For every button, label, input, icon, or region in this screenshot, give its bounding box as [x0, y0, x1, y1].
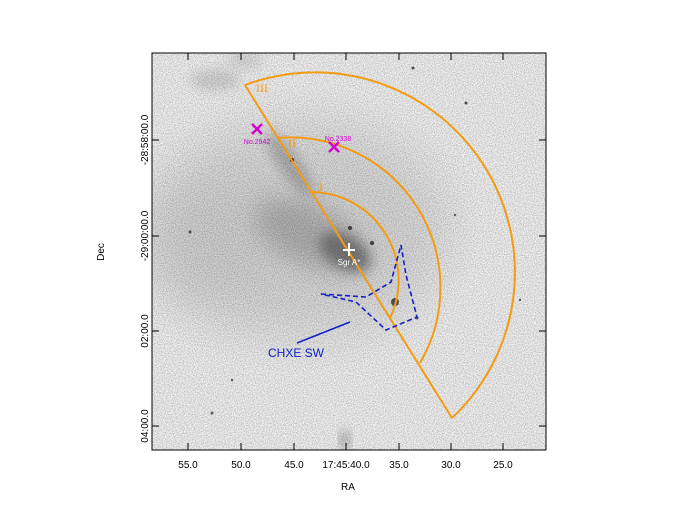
sgr-a-star-label: Sgr A* — [338, 258, 361, 267]
source-label-no2338: No.2338 — [325, 136, 352, 143]
region-label-I: I — [319, 180, 323, 194]
y-tick-label: 04:00.0 — [140, 409, 151, 443]
y-tick-label: -28:58:00.0 — [140, 114, 151, 165]
x-tick-label: 17:45:40.0 — [322, 460, 370, 471]
y-ticks — [152, 139, 546, 427]
y-axis-title: Dec — [96, 243, 107, 261]
source-label-no2942: No.2942 — [244, 139, 271, 146]
x-tick-label: 25.0 — [493, 460, 513, 471]
x-tick-label: 30.0 — [441, 460, 461, 471]
arc-region-II — [277, 136, 442, 364]
arc-region-III — [244, 71, 516, 419]
region-label-II: II — [288, 136, 296, 150]
chxe-label: CHXE SW — [268, 346, 325, 360]
region-label-III: III — [256, 81, 268, 95]
arc-region-I — [309, 190, 400, 319]
x-tick-label: 45.0 — [284, 460, 304, 471]
x-axis-title: RA — [341, 482, 355, 493]
source-marker-no2942 — [251, 123, 263, 135]
chxe-pointer-line — [296, 321, 351, 344]
y-tick-label: -29:00:00.0 — [140, 210, 151, 261]
y-tick-label: 02:00.0 — [140, 314, 151, 348]
source-marker-no2338 — [328, 141, 340, 153]
x-tick-label: 55.0 — [178, 460, 198, 471]
sgr-a-star-marker — [343, 243, 355, 256]
x-tick-label: 35.0 — [389, 460, 409, 471]
x-tick-label: 50.0 — [231, 460, 251, 471]
plot-frame — [151, 52, 547, 451]
x-ticks — [187, 53, 504, 450]
